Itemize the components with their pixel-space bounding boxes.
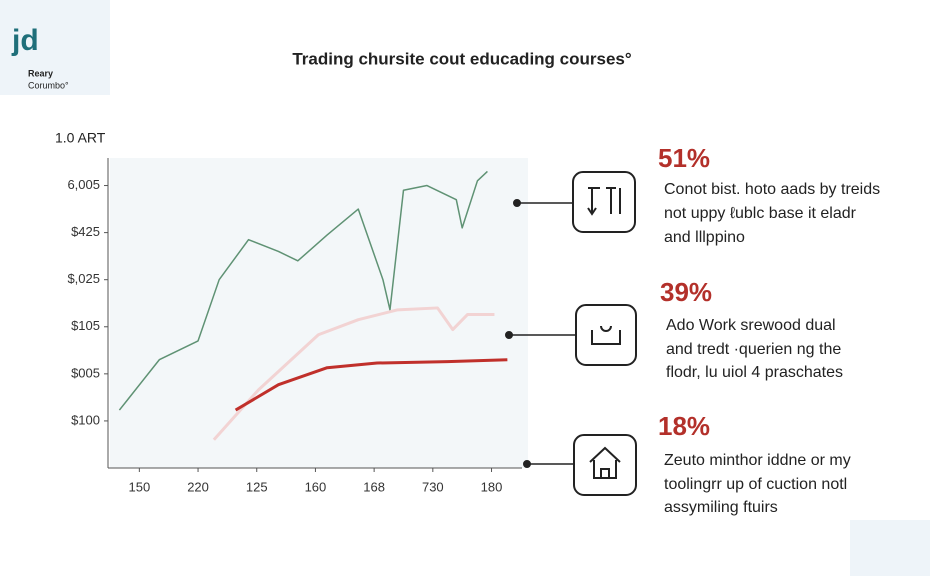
icon-box xyxy=(575,304,637,366)
connector-dot xyxy=(505,331,513,339)
x-tick-label: 730 xyxy=(422,479,444,494)
logo-tagline: Corumbo° xyxy=(28,80,69,90)
chart-title: Trading chursite cout educading courses° xyxy=(292,49,632,68)
plot-area xyxy=(110,158,528,468)
y-tick-label: $005 xyxy=(71,365,100,380)
logo-mark: jd xyxy=(11,24,39,57)
y-tick-label: $100 xyxy=(71,412,100,427)
callout-icons xyxy=(505,171,637,496)
callout-text: and tredt ·querien ng the xyxy=(666,341,841,358)
corner-decor xyxy=(0,0,110,95)
callout-text: Ado Work srewood dual xyxy=(666,317,836,334)
y-tick-label: $425 xyxy=(71,224,100,239)
corner-decor xyxy=(850,520,930,576)
icon-box xyxy=(572,171,636,233)
callout-text: and lllppino xyxy=(664,229,745,246)
icon-home xyxy=(589,446,621,479)
callout-text: toolingrr up of cuction notl xyxy=(664,476,847,493)
connector-dot xyxy=(523,460,531,468)
y-tick-label: 6,005 xyxy=(67,177,100,192)
series-line xyxy=(118,170,488,411)
logo-name: Reary xyxy=(28,68,53,78)
series-line xyxy=(212,306,495,441)
x-tick-label: 160 xyxy=(305,479,327,494)
callout-text: flodr, lu uiol 4 praschates xyxy=(666,364,843,381)
callout-percent: 18% xyxy=(658,411,710,441)
x-tick-label: 220 xyxy=(187,479,209,494)
x-tick-label: 125 xyxy=(246,479,268,494)
callout-percent: 39% xyxy=(660,277,712,307)
icon-box xyxy=(573,434,637,496)
x-tick-label: 180 xyxy=(481,479,503,494)
y-axis-label: 1.0 ART xyxy=(55,130,106,146)
y-tick-label: $,025 xyxy=(67,271,100,286)
connector-dot xyxy=(513,199,521,207)
icon-chart xyxy=(587,187,621,216)
callout-text: Zeuto minthor iddne or my xyxy=(664,452,851,469)
y-tick-label: $105 xyxy=(71,318,100,333)
callout-text: not uppy ℓublc base it eladr xyxy=(664,205,857,222)
x-tick-label: 150 xyxy=(128,479,150,494)
series-line xyxy=(234,358,508,412)
callout-text: assymiling ftuirs xyxy=(664,499,778,516)
icon-user xyxy=(591,325,621,345)
callout-text: Conot bist. hoto aads by treids xyxy=(664,181,880,198)
x-tick-label: 168 xyxy=(363,479,385,494)
callout-percent: 51% xyxy=(658,143,710,173)
